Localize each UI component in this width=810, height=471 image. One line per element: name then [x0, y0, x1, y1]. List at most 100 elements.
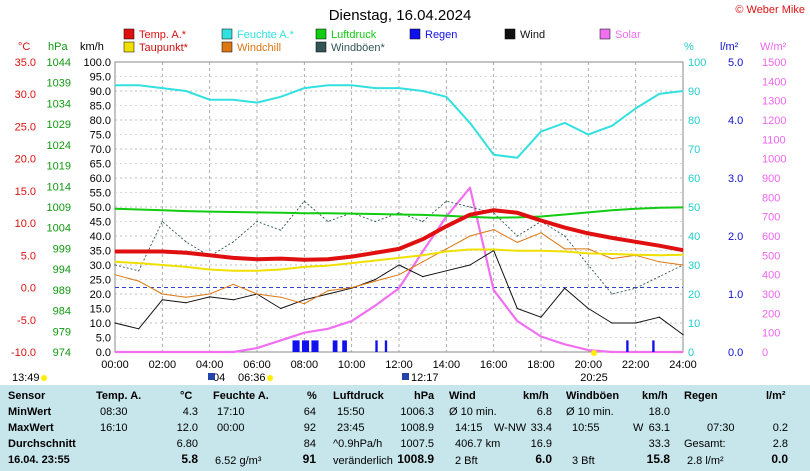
legend-swatch	[221, 41, 233, 53]
data-point	[469, 248, 471, 251]
data-point	[114, 274, 116, 276]
stats-wind-avg: 16.9	[530, 438, 552, 450]
stats-temp-current: 5.8	[181, 452, 198, 466]
tick-solar: 200	[762, 308, 780, 320]
data-point	[138, 208, 140, 211]
tick-wind: 35.0	[90, 246, 111, 258]
data-point	[398, 274, 400, 276]
data-point	[658, 351, 660, 353]
data-point	[493, 228, 495, 231]
tick-press: 974	[53, 347, 71, 359]
unit-rain: l/m²	[720, 41, 739, 53]
data-point	[540, 335, 542, 338]
stats-header-gust: Windböen	[566, 390, 620, 402]
data-point	[516, 307, 518, 310]
tick-hum: 100	[688, 57, 706, 69]
tick-press: 1034	[47, 98, 71, 110]
stats-press-min-time: 15:50	[337, 406, 365, 418]
data-point	[635, 254, 637, 256]
data-point	[635, 287, 637, 289]
data-point	[161, 351, 163, 353]
data-point	[185, 252, 187, 254]
data-point	[398, 87, 400, 89]
rain-bar	[292, 340, 300, 352]
data-point	[303, 299, 305, 301]
stats-hum-current: 91	[302, 452, 316, 466]
data-point	[469, 206, 471, 208]
stats-press-min: 1006.3	[400, 406, 434, 418]
tick-temp: 30.0	[15, 89, 36, 101]
data-point	[445, 270, 447, 272]
tick-hum: 30	[688, 260, 700, 272]
data-point	[280, 268, 282, 271]
data-point	[635, 208, 637, 210]
tick-x: 24:00	[669, 359, 697, 371]
data-point	[611, 351, 613, 353]
unit-wind: km/h	[80, 41, 104, 53]
tick-wind: 50.0	[90, 202, 111, 214]
stats-gust-max-time: 10:55	[572, 422, 600, 434]
data-point	[682, 334, 684, 336]
data-point	[611, 293, 613, 295]
data-point	[209, 293, 211, 295]
data-point	[209, 296, 211, 298]
unit-temp: °C	[18, 41, 30, 53]
tick-wind: 30.0	[90, 260, 111, 272]
tick-wind: 10.0	[90, 318, 111, 330]
stats-wind-max-dir: W-NW	[494, 422, 527, 434]
tick-solar: 100	[762, 328, 780, 340]
data-point	[611, 125, 613, 127]
data-point	[587, 211, 589, 213]
tick-wind: 0.0	[96, 347, 111, 359]
data-point	[540, 219, 542, 222]
stats-hum-min-time: 17:10	[217, 406, 245, 418]
data-point	[232, 283, 234, 285]
data-point	[280, 307, 282, 310]
sun-marker-label: 20:25	[580, 372, 608, 384]
stats-hum-min: 64	[303, 406, 316, 418]
data-point	[445, 248, 447, 250]
stats-unit-gust: km/h	[642, 390, 668, 402]
data-point	[682, 206, 684, 209]
sun-icon	[41, 375, 47, 381]
stats-unit-hum: %	[307, 390, 317, 402]
data-point	[682, 249, 684, 251]
axis-units: °C hPa km/h% l/m² W/m²	[18, 41, 787, 53]
data-point	[138, 262, 140, 264]
stats-press-current: 1008.9	[397, 452, 434, 466]
series	[114, 84, 684, 354]
data-point	[445, 250, 447, 253]
stats-label-max: MaxWert	[8, 422, 54, 434]
data-point	[351, 256, 353, 258]
data-point	[611, 257, 613, 260]
rain-bar	[375, 340, 378, 352]
data-point	[303, 200, 305, 202]
sun-marker-label: 06:36	[238, 372, 266, 384]
grid	[114, 61, 684, 353]
legend-swatch	[504, 28, 516, 40]
legend-swatch	[409, 28, 421, 40]
data-point	[374, 213, 376, 215]
data-point	[398, 213, 400, 216]
data-point	[635, 107, 637, 109]
data-point	[658, 207, 660, 209]
tick-hum: 40	[688, 231, 700, 243]
data-point	[658, 316, 660, 318]
stats-press-max: 1008.9	[400, 422, 434, 434]
data-point	[303, 87, 305, 89]
data-point	[161, 209, 163, 211]
tick-wind: 70.0	[90, 144, 111, 156]
stats-temp-max-time: 16:10	[100, 422, 128, 434]
data-point	[422, 261, 424, 263]
data-point	[327, 290, 329, 292]
legend-swatch	[123, 41, 135, 53]
data-point	[161, 87, 163, 89]
tick-press: 1019	[47, 161, 71, 173]
data-point	[422, 214, 424, 216]
data-point	[138, 351, 140, 353]
data-point	[469, 214, 471, 216]
data-point	[682, 264, 684, 266]
credit-text: © Weber Mike	[735, 4, 805, 16]
data-point	[469, 187, 471, 189]
legend-swatch	[599, 28, 611, 40]
